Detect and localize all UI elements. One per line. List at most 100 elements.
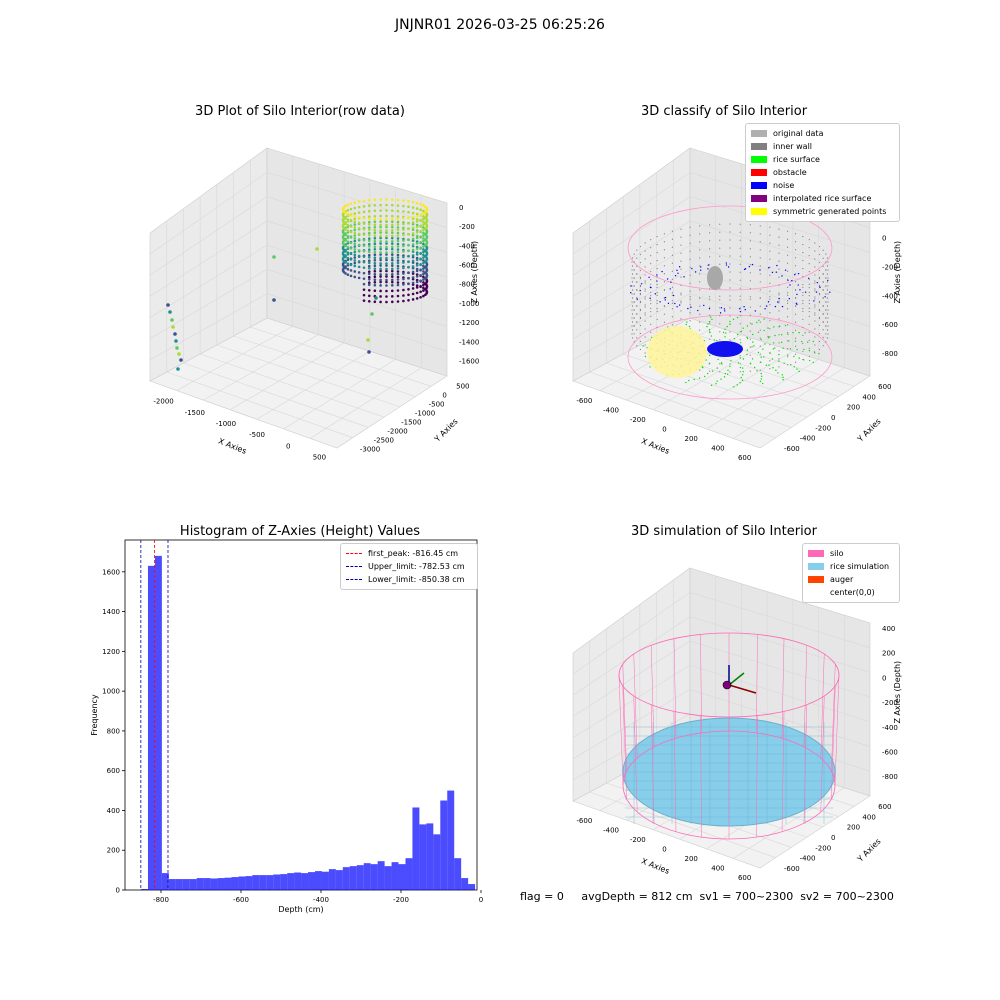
plot-1-wall-point [739,331,741,333]
plot-1-wall-point [663,281,666,283]
legend-line [346,553,362,554]
plot-3-silo-strut [756,715,758,838]
histogram-ytick-label: 400 [107,807,120,815]
plot-1-ytick-label: 400 [862,393,875,401]
histogram-ytick-label: 1600 [102,568,120,576]
plot-0-point [367,217,371,221]
plot-1-wall-point [814,344,816,346]
plot-0-point [353,228,357,232]
plot-0-point [419,262,422,266]
plot-0-point [407,276,410,280]
plot-1-noise-point [744,268,747,270]
plot-0-point [415,201,419,205]
plot-0-point [367,233,371,237]
plot-1-rice-point [804,332,806,334]
plot-1-wall-point [822,297,824,299]
plot-1-wall-point [814,290,816,292]
plot-0-point [422,204,425,207]
plot-0-outlier-point [168,310,172,314]
histogram-bar [266,875,274,890]
plot-0-point [411,281,415,285]
histogram-bar [356,865,364,890]
histogram-bar [196,878,204,890]
plot-0-point [424,271,427,275]
plot-1-wall-point [818,293,821,296]
histogram-bar [426,823,434,890]
plot-1-wall-point [769,290,771,292]
plot-0-panes [149,147,448,449]
plot-0-point [367,259,371,263]
plot-1-noise-point [697,309,699,312]
plot-1-rice-point [808,359,811,362]
plot-1-wall-point [644,336,646,338]
plot-0-point [396,253,400,257]
plot-1-wall-point [808,315,810,317]
plot-1-wall-point [787,230,789,232]
plot-0-point [411,237,415,241]
plot-1-wall-point [671,292,673,294]
plot-1-wall-point [639,308,642,311]
subplot-3-title: Histogram of Z-Axies (Height) Values [179,524,421,539]
plot-0-point [424,254,427,258]
plot-1-wall-point [639,309,642,312]
plot-0-point [367,242,371,246]
plot-0-point [385,203,388,207]
plot-1-wall-point [778,310,780,312]
plot-0-point [422,286,425,290]
plot-1-rice-point [708,328,711,331]
plot-0-point [379,220,382,223]
plot-3-silo-strut [781,711,785,832]
plot-0-point [396,220,400,224]
plot-0-point [415,291,419,295]
plot-0-point [390,275,394,278]
plot-1-grid-line [572,220,871,297]
plot-1-wall-point [787,308,789,310]
plot-0-point [407,249,410,253]
legend-entry: rice surface [751,153,894,166]
plot-0-point [349,274,353,278]
plot-1-rice-point [713,339,716,341]
plot-0-point [357,243,361,247]
plot-1-wall-point [680,252,682,254]
plot-1-wall-point [650,283,652,285]
plot-1-rice-point [787,354,789,356]
plot-1-wall-point [818,301,821,304]
plot-1-wall-point [822,289,824,291]
plot-1-wall-point [825,285,827,287]
plot-0-outlier-point [272,255,276,259]
plot-0-grid-line [250,326,432,387]
plot-1-noise-point [743,268,746,271]
plot-1-wall-point [825,309,827,311]
plot-1-wall-point [802,267,804,270]
plot-1-wall-point [680,244,682,246]
plot-1-wall-point [808,271,810,273]
plot-0-point [357,205,361,209]
plot-0-point [349,225,353,228]
plot-1-rice-point [701,366,704,369]
plot-0-point [344,204,347,208]
plot-3-silo-strut [622,685,627,799]
plot-0-point [367,244,371,248]
plot-1-wall-point [663,313,666,315]
plot-1-noise-point [708,307,711,310]
plot-1-wall-point [699,369,701,371]
plot-0-point [415,267,419,271]
plot-0-point [390,273,394,276]
plot-0-point [373,283,377,287]
plot-1-wall-point [808,355,810,357]
plot-1-wall-point [814,266,816,268]
histogram-bar [217,878,225,890]
plot-0-outlier-point [272,298,276,302]
plot-0-point [349,252,353,256]
plot-1-wall-point [778,292,780,294]
plot-0-point [353,259,357,262]
plot-0-point [402,261,405,264]
plot-3-ztick-label: 0 [882,674,886,682]
plot-0-point [367,272,371,276]
plot-1-rice-point [753,366,756,369]
plot-1-wall-point [729,299,731,301]
plot-0-point [362,282,366,286]
plot-1-wall-point [680,260,682,262]
plot-0-point [367,248,371,252]
plot-1-wall-point [814,274,816,276]
